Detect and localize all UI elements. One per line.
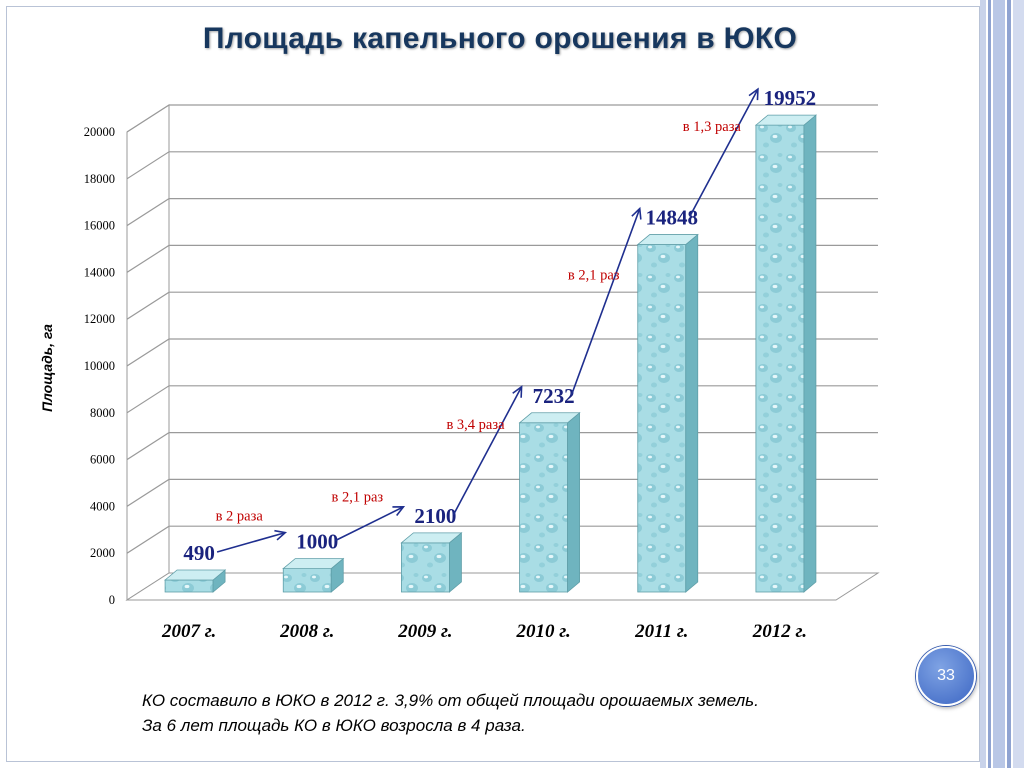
x-tick-label: 2011 г. [634,621,688,642]
y-axis-label: Площадь, га [39,324,55,412]
growth-label: в 1,3 раза [683,119,742,135]
bar [282,557,345,593]
bar [518,411,581,593]
value-label: 2100 [414,504,456,528]
bar [636,233,699,593]
note-line-2: За 6 лет площадь КО в ЮКО возросла в 4 р… [142,716,526,735]
decorative-side-stripes [980,0,1024,768]
bar-front [401,542,450,593]
y-tick-label: 10000 [84,359,115,373]
gridline [126,151,878,180]
y-tick-label: 18000 [84,172,115,186]
y-tick-label: 20000 [84,125,115,139]
y-tick-label: 12000 [84,312,115,326]
arrow-line [452,386,523,516]
x-tick-label: 2008 г. [279,621,334,642]
x-tick-label: 2007 г. [161,621,216,642]
slide-notes: КО составило в ЮКО в 2012 г. 3,9% от общ… [142,688,902,738]
y-tick-label: 14000 [84,265,115,279]
growth-label: в 3,4 раза [446,417,505,433]
growth-arrow: в 2,1 раз [332,490,406,542]
arrow-line [689,88,759,217]
gridline [126,104,878,133]
bar-side [567,411,580,593]
bar [163,569,227,593]
growth-label: в 2,1 раз [332,490,384,506]
bar-side [685,233,699,593]
arrow-line [570,208,641,396]
growth-label: в 2 раза [216,508,264,524]
bar-front [164,579,214,593]
arrow-line [216,531,286,553]
page-number-badge: 33 [916,646,976,706]
arrow-head [392,506,406,517]
bar-front [637,244,687,593]
growth-arrow: в 3,4 раза [446,385,523,516]
y-tick-label: 4000 [90,499,115,513]
bar-front [519,422,568,593]
growth-arrows: в 2 раза в 2,1 раз в 3,4 раза в 2,1 раз в 1,… [216,87,759,553]
value-label: 1000 [296,530,338,554]
bar [754,114,818,593]
bar-top [282,558,345,569]
arrow-head [748,87,759,101]
arrow-head [631,206,642,220]
growth-arrow: в 2 раза [216,508,288,553]
gridline [126,198,878,227]
bar-side [803,114,817,593]
bar-top [636,234,699,245]
bar [400,532,463,593]
arrow-head [274,529,288,541]
bar-top [518,412,581,424]
y-tick-label: 8000 [90,406,115,420]
x-tick-label: 2010 г. [515,621,570,642]
value-label: 490 [183,541,215,565]
growth-label: в 2,1 раз [568,268,620,284]
bar-top [754,114,818,126]
slide-title: Площадь капельного орошения в ЮКО [202,22,798,55]
growth-arrow: в 1,3 раза [683,87,759,217]
bar-front [755,124,805,593]
x-tick-label: 2009 г. [397,621,452,642]
value-label: 14848 [646,206,699,230]
growth-arrow: в 2,1 раз [568,206,642,396]
y-tick-label: 6000 [90,453,115,467]
value-label: 19952 [764,86,817,110]
arrow-line [334,506,404,542]
value-label: 7232 [533,384,575,408]
y-axis-ticks: 0 2000 4000 6000 8000 10000 12000 14000 16000 180… [84,125,128,607]
note-line-1: КО составило в ЮКО в 2012 г. 3,9% от общ… [142,691,759,710]
bar-top [163,569,227,581]
bar-top [400,532,463,544]
chart-bars [163,114,818,593]
x-tick-label: 2012 г. [752,621,807,642]
y-tick-label: 2000 [90,546,115,560]
bar-front [282,568,332,593]
y-tick-label: 16000 [84,219,115,233]
bar-chart: 0 2000 4000 6000 8000 10000 12000 14000 16000 180… [39,86,880,642]
arrow-head [512,385,523,398]
x-axis-ticks: 2007 г. 2008 г. 2009 г. 2010 г. 2011 г. 2012 … [161,621,807,642]
y-tick-label: 0 [109,593,115,607]
value-labels: 490 1000 2100 7232 14848 19952 [183,86,816,565]
